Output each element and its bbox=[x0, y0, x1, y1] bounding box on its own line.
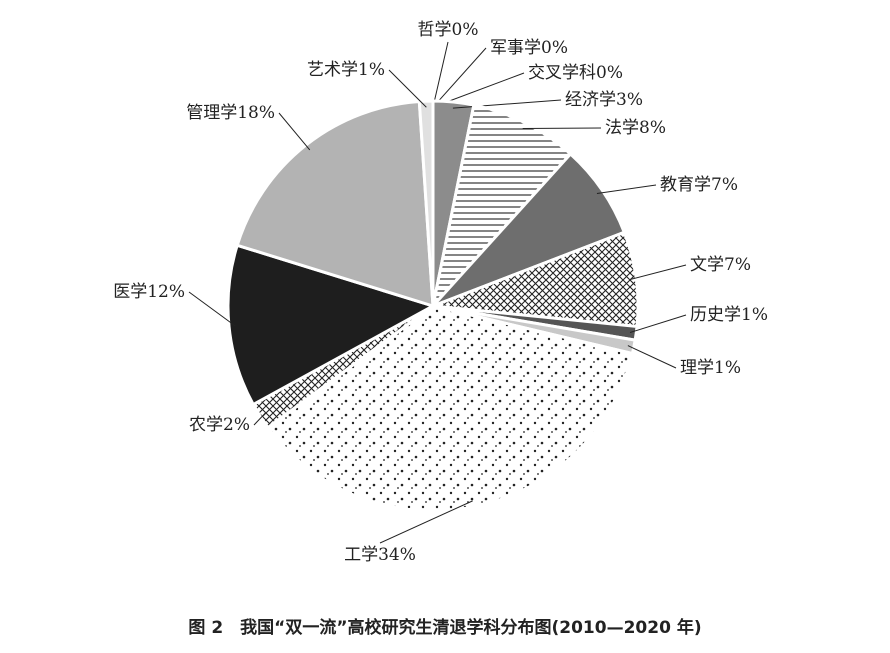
slice-label: 军事学0% bbox=[490, 38, 568, 58]
slice-label: 交叉学科0% bbox=[528, 63, 623, 83]
slice-label: 农学2% bbox=[189, 415, 250, 435]
slice-label: 经济学3% bbox=[565, 90, 643, 110]
slice-label: 教育学7% bbox=[660, 175, 738, 195]
value-label: 34% bbox=[378, 545, 416, 565]
value-label: 18% bbox=[237, 103, 275, 123]
category-label: 历史学 bbox=[690, 305, 741, 325]
leader-line bbox=[379, 500, 473, 544]
pie-slice bbox=[417, 99, 435, 307]
category-label: 工学 bbox=[344, 545, 378, 565]
pie-slice bbox=[432, 230, 640, 329]
value-label: 1% bbox=[741, 305, 768, 325]
category-label: 农学 bbox=[189, 415, 223, 435]
value-label: 12% bbox=[147, 282, 185, 302]
pie-slice bbox=[431, 151, 627, 308]
category-label: 艺术学 bbox=[307, 60, 358, 80]
slice-label: 艺术学1% bbox=[307, 60, 385, 80]
leader-line bbox=[188, 291, 236, 327]
value-label: 0% bbox=[452, 20, 479, 40]
value-label: 0% bbox=[596, 63, 623, 83]
value-label: 7% bbox=[711, 175, 738, 195]
slice-label: 历史学1% bbox=[690, 305, 768, 325]
category-label: 管理学 bbox=[186, 103, 237, 123]
category-label: 经济学 bbox=[565, 90, 616, 110]
category-label: 医学 bbox=[113, 282, 147, 302]
category-label: 军事学 bbox=[490, 38, 541, 58]
leader-line bbox=[627, 345, 677, 369]
leader-line bbox=[388, 69, 427, 108]
slice-label: 法学8% bbox=[605, 118, 666, 138]
leader-line bbox=[629, 264, 687, 280]
category-label: 交叉学科 bbox=[528, 63, 596, 83]
slice-label: 医学12% bbox=[113, 282, 185, 302]
pie-slice bbox=[226, 243, 437, 407]
value-label: 7% bbox=[724, 255, 751, 275]
leader-line bbox=[253, 412, 266, 426]
value-label: 0% bbox=[541, 38, 568, 58]
leader-line bbox=[432, 41, 449, 108]
slice-label: 工学34% bbox=[344, 545, 416, 565]
leader-line bbox=[452, 99, 562, 109]
leader-line bbox=[432, 47, 487, 108]
value-label: 1% bbox=[358, 60, 385, 80]
pie-slice bbox=[265, 304, 635, 513]
category-label: 理学 bbox=[680, 358, 714, 378]
category-label: 教育学 bbox=[660, 175, 711, 195]
leader-line bbox=[596, 184, 657, 194]
value-label: 2% bbox=[223, 415, 250, 435]
value-label: 3% bbox=[616, 90, 643, 110]
value-label: 1% bbox=[714, 358, 741, 378]
leader-line bbox=[522, 127, 602, 130]
chart-title: 图 2 我国“双一流”高校研究生清退学科分布图(2010—2020 年) bbox=[188, 617, 701, 638]
category-label: 哲学 bbox=[418, 20, 452, 40]
category-label: 文学 bbox=[690, 255, 724, 275]
leader-line bbox=[629, 314, 687, 333]
slice-label: 文学7% bbox=[690, 255, 751, 275]
slice-label: 哲学0% bbox=[418, 20, 479, 40]
leader-line bbox=[278, 112, 311, 151]
slice-label: 管理学18% bbox=[186, 103, 275, 123]
slice-label: 理学1% bbox=[680, 358, 741, 378]
category-label: 法学 bbox=[605, 118, 639, 138]
pie-slice bbox=[430, 103, 573, 312]
value-label: 8% bbox=[639, 118, 666, 138]
